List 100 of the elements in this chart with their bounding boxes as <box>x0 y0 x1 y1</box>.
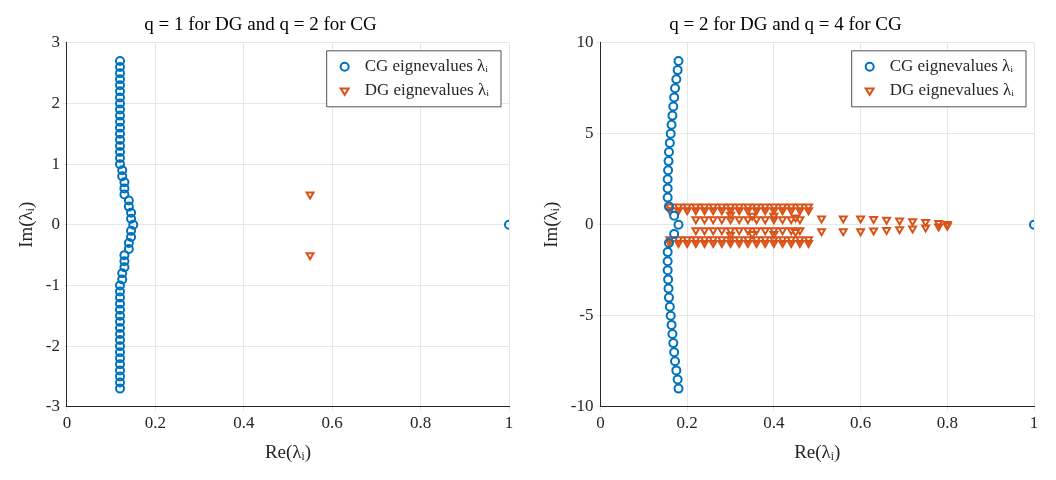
point <box>115 104 126 115</box>
point <box>664 301 675 312</box>
point <box>119 250 130 261</box>
point <box>663 283 674 294</box>
point <box>666 119 677 130</box>
chart-title: q = 2 for DG and q = 4 for CG <box>669 13 903 35</box>
point <box>668 101 679 112</box>
x-axis-title: Re(λᵢ) <box>794 440 841 463</box>
y-tick-label: -10 <box>570 396 594 416</box>
point <box>115 74 126 85</box>
y-tick-label: 2 <box>51 92 60 112</box>
point <box>123 201 134 212</box>
point <box>115 286 126 297</box>
chart-title: q = 1 for DG and q = 2 for CG <box>144 13 378 35</box>
point <box>673 219 684 230</box>
point <box>662 247 673 258</box>
point <box>662 174 673 185</box>
x-tick-label: 0.2 <box>676 413 698 433</box>
point <box>115 353 126 364</box>
y-tick-label: 0 <box>584 214 594 234</box>
point <box>115 335 126 346</box>
point <box>119 177 130 188</box>
point <box>115 159 126 170</box>
point <box>115 80 126 91</box>
point <box>126 225 137 236</box>
point <box>126 231 137 242</box>
point <box>126 207 137 218</box>
point <box>305 191 315 200</box>
x-tick-label: 0.4 <box>233 413 255 433</box>
point <box>669 347 680 358</box>
point <box>115 134 126 145</box>
point <box>115 316 126 327</box>
x-tick-label: 0.6 <box>849 413 872 433</box>
x-tick-label: 1 <box>1029 413 1039 433</box>
legend-label: CG eignevalues λᵢ <box>889 56 1014 76</box>
point <box>119 189 130 200</box>
point <box>662 192 673 203</box>
point <box>671 74 682 85</box>
point <box>672 65 683 76</box>
point <box>119 256 130 267</box>
point <box>305 252 315 261</box>
point <box>669 210 680 221</box>
point <box>115 310 126 321</box>
point <box>115 298 126 309</box>
point <box>667 110 678 121</box>
x-tick-label: 0.4 <box>763 413 785 433</box>
legend-label: DG eignevalues λᵢ <box>364 80 490 100</box>
point <box>669 228 680 239</box>
point <box>115 304 126 315</box>
point <box>123 195 134 206</box>
point <box>115 383 126 394</box>
point <box>663 147 674 157</box>
point <box>663 156 674 167</box>
point <box>665 310 676 321</box>
point <box>662 256 673 267</box>
point <box>115 98 126 109</box>
point <box>672 374 683 385</box>
y-tick-label: -1 <box>45 274 60 294</box>
x-tick-label: 0.8 <box>936 413 958 433</box>
y-tick-label: -3 <box>45 396 60 416</box>
point <box>117 268 128 279</box>
x-tick-label: 0.8 <box>409 413 432 433</box>
x-axis-title: Re(λᵢ) <box>264 440 312 463</box>
point <box>115 128 126 139</box>
point <box>119 183 130 194</box>
x-tick-label: 0.6 <box>321 413 343 433</box>
point <box>115 371 126 382</box>
y-tick-label: 1 <box>51 153 60 173</box>
point <box>670 356 681 367</box>
x-tick-label: 1 <box>504 413 514 433</box>
point <box>115 153 126 164</box>
point <box>115 116 126 127</box>
point <box>117 165 128 176</box>
point <box>673 383 684 394</box>
point <box>115 341 126 352</box>
point <box>115 140 126 151</box>
point <box>117 171 128 182</box>
y-tick-label: 3 <box>51 32 60 52</box>
point <box>115 292 126 303</box>
point <box>115 147 126 157</box>
y-axis-title: Im(λᵢ) <box>15 201 38 248</box>
point <box>119 262 130 273</box>
point <box>117 274 128 285</box>
point <box>126 213 137 224</box>
point <box>663 274 674 285</box>
y-tick-label: 10 <box>576 32 594 52</box>
point <box>667 329 678 339</box>
y-tick-label: 5 <box>584 123 594 143</box>
y-axis-title: Im(λᵢ) <box>540 201 563 248</box>
point <box>115 68 126 79</box>
point <box>669 92 680 103</box>
legend-label: CG eignevalues λᵢ <box>364 56 489 76</box>
point <box>671 365 682 376</box>
point <box>662 265 673 276</box>
point <box>665 128 676 139</box>
point <box>115 280 126 291</box>
point <box>663 165 674 176</box>
point <box>666 319 677 330</box>
legend-label: DG eignevalues λᵢ <box>889 80 1015 100</box>
x-tick-label: 0.2 <box>144 413 166 433</box>
